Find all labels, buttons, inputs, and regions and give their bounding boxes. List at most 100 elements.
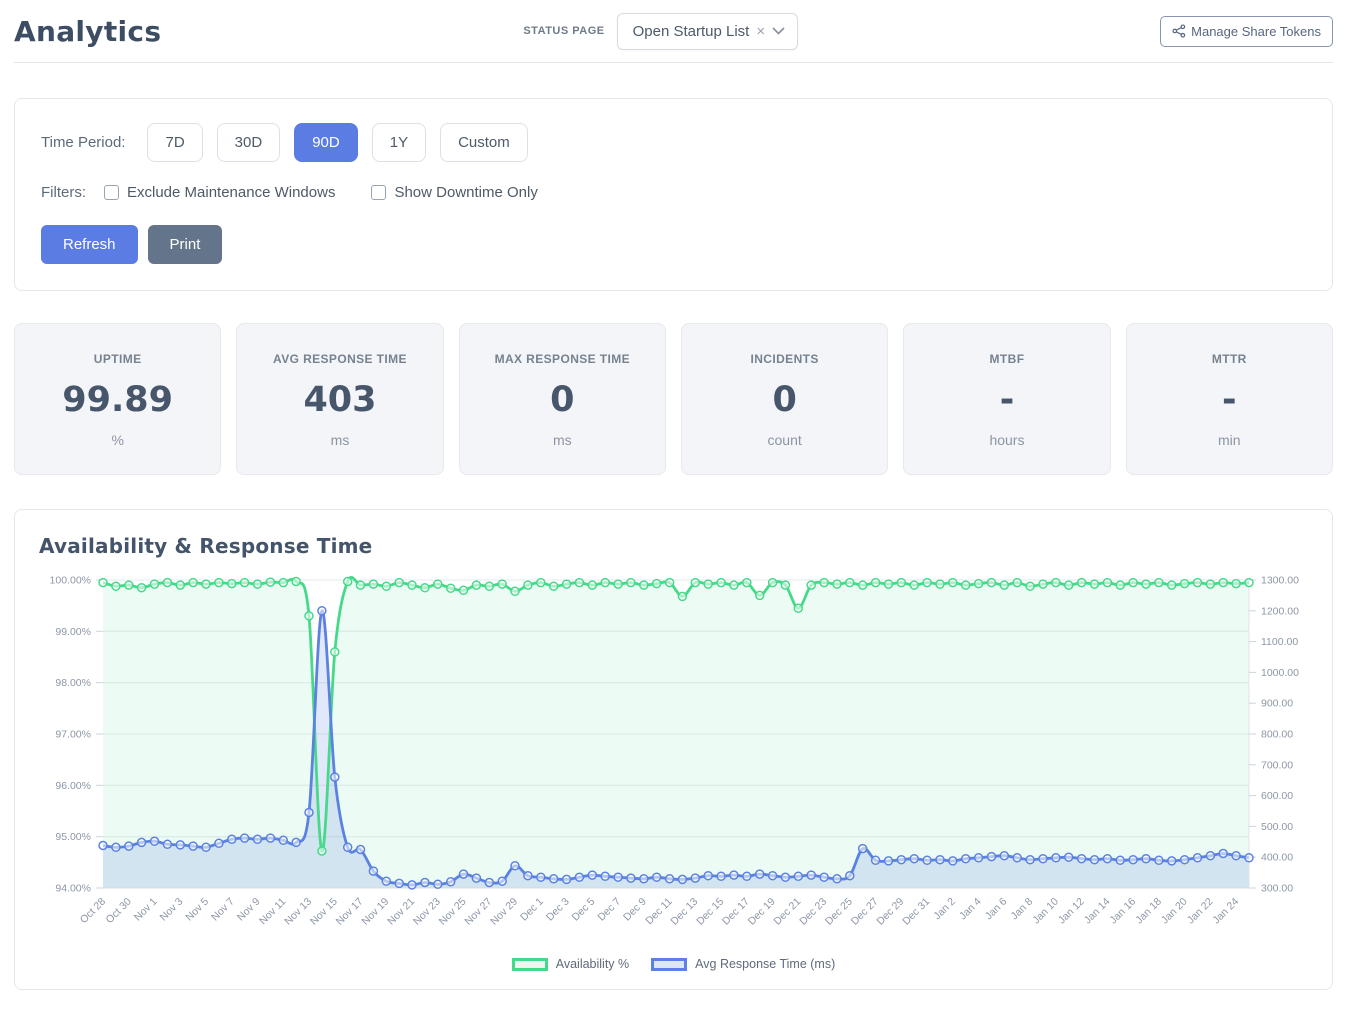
availability-point <box>1025 581 1035 591</box>
availability-point <box>497 579 507 589</box>
response-point <box>1038 853 1048 864</box>
availability-point <box>909 580 919 590</box>
period-button-7d[interactable]: 7D <box>147 123 203 162</box>
response-point <box>973 853 984 863</box>
response-point <box>278 835 289 846</box>
response-point <box>651 872 662 882</box>
right-axis-tick-label: 1100.00 <box>1261 636 1298 648</box>
x-axis-tick-label: Dec 31 <box>900 896 932 928</box>
stat-card-max-response: MAX RESPONSE TIME 0 ms <box>458 323 666 475</box>
availability-point <box>561 579 572 589</box>
availability-point <box>651 578 662 589</box>
availability-point <box>832 579 842 589</box>
x-axis-tick-label: Dec 25 <box>823 896 855 928</box>
availability-point <box>149 579 160 589</box>
response-point <box>1244 853 1254 863</box>
availability-point <box>960 580 971 590</box>
availability-point <box>896 577 907 588</box>
x-axis-tick-label: Jan 10 <box>1030 896 1061 927</box>
availability-point <box>523 580 533 590</box>
response-point <box>407 880 417 890</box>
response-point <box>1192 853 1203 863</box>
response-point <box>639 874 649 884</box>
availability-point <box>729 580 739 590</box>
x-axis-tick-label: Dec 7 <box>595 896 623 924</box>
availability-point <box>870 577 881 588</box>
availability-point <box>1179 578 1190 589</box>
period-button-1y[interactable]: 1Y <box>371 123 427 162</box>
availability-point <box>1051 577 1061 588</box>
availability-point <box>935 579 945 589</box>
response-point <box>394 878 404 889</box>
availability-point <box>973 578 984 589</box>
stat-value: 0 <box>550 380 575 420</box>
x-axis-tick-label: Oct 28 <box>78 896 108 926</box>
manage-share-tokens-button[interactable]: Manage Share Tokens <box>1160 15 1333 47</box>
response-point <box>433 879 443 890</box>
legend-item-availability[interactable]: Availability % <box>511 957 630 971</box>
response-point <box>948 856 958 866</box>
x-axis-tick-label: Nov 27 <box>462 896 494 928</box>
availability-point <box>227 578 237 589</box>
response-point <box>317 606 327 616</box>
availability-point <box>716 577 726 588</box>
status-page-select[interactable]: Open Startup List × <box>616 12 799 50</box>
availability-point <box>767 577 778 588</box>
response-point <box>175 840 186 850</box>
response-point <box>896 854 907 865</box>
response-point <box>1218 848 1228 859</box>
right-axis-tick-label: 300.00 <box>1261 883 1293 895</box>
x-axis-tick-label: Jan 16 <box>1107 896 1138 927</box>
availability-point <box>806 580 816 590</box>
legend-label-availability: Availability % <box>555 957 630 971</box>
stat-unit: ms <box>552 432 572 448</box>
availability-point <box>819 577 829 588</box>
right-axis-tick-label: 400.00 <box>1261 852 1293 864</box>
response-point <box>1025 854 1035 865</box>
stat-unit: ms <box>330 432 350 448</box>
response-point <box>291 837 301 848</box>
availability-point <box>484 581 495 591</box>
clear-selection-icon[interactable]: × <box>756 22 766 40</box>
availability-point <box>1154 577 1164 588</box>
period-button-custom[interactable]: Custom <box>440 123 528 162</box>
x-axis-tick-label: Nov 5 <box>183 896 211 924</box>
availability-point <box>458 585 469 596</box>
response-point <box>188 841 198 851</box>
availability-point <box>111 581 121 591</box>
legend-item-response[interactable]: Avg Response Time (ms) <box>651 957 835 971</box>
show-downtime-checkbox-row[interactable]: Show Downtime Only <box>371 184 538 201</box>
response-point <box>214 838 224 849</box>
availability-point <box>201 579 211 589</box>
availability-point <box>381 581 392 591</box>
period-button-90d[interactable]: 90D <box>294 123 358 162</box>
print-button[interactable]: Print <box>147 225 223 264</box>
availability-point <box>999 580 1010 590</box>
availability-point <box>407 580 417 590</box>
response-point <box>819 872 829 882</box>
availability-point <box>188 577 198 588</box>
x-axis-tick-label: Nov 19 <box>359 896 391 928</box>
response-point <box>999 850 1010 861</box>
response-point <box>201 842 211 853</box>
availability-point <box>317 846 327 856</box>
x-axis-tick-label: Dec 15 <box>694 896 726 928</box>
chart-wrap: 100.00% 99.00% 98.00% 97.00% 96.00% 95.00% 94.… <box>39 570 1308 972</box>
left-axis-tick-label: 94.00% <box>55 883 91 895</box>
period-button-30d[interactable]: 30D <box>216 123 281 162</box>
refresh-button[interactable]: Refresh <box>41 225 138 264</box>
show-downtime-checkbox[interactable] <box>371 185 387 200</box>
response-point <box>497 876 507 886</box>
availability-area <box>103 577 1249 888</box>
response-point <box>355 844 366 855</box>
x-axis-tick-label: Nov 17 <box>334 896 366 928</box>
x-axis-tick-label: Dec 1 <box>518 896 546 924</box>
response-point <box>703 870 713 881</box>
exclude-maintenance-checkbox[interactable] <box>104 185 119 200</box>
response-point <box>484 877 495 888</box>
response-point <box>1205 850 1216 861</box>
exclude-maintenance-checkbox-row[interactable]: Exclude Maintenance Windows <box>104 184 335 201</box>
availability-point <box>1218 577 1228 588</box>
availability-point <box>1128 577 1138 588</box>
x-axis-tick-label: Jan 14 <box>1082 896 1113 927</box>
